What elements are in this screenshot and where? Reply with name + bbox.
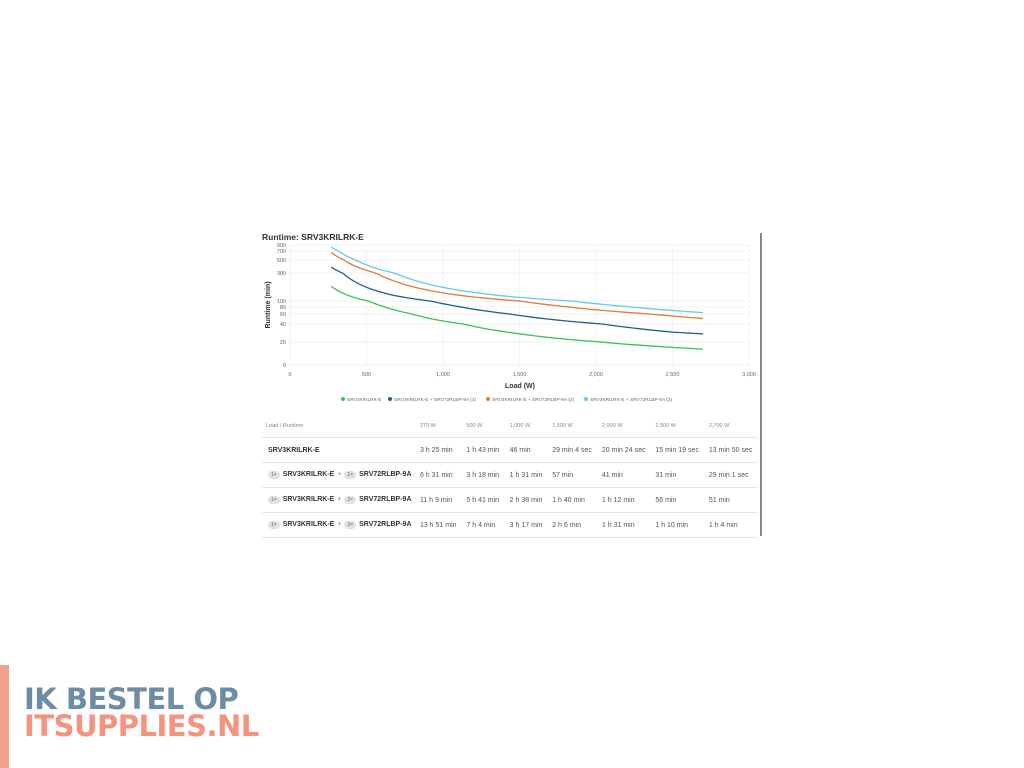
x-tick-label: 3,000: [742, 372, 756, 378]
logo-line-1: IK BESTEL OP: [24, 682, 239, 716]
logo-line-2: ITSUPPLIES.NL: [24, 709, 259, 743]
runtime-cell: 15 min 19 sec: [651, 437, 705, 463]
runtime-cell: 3 h 25 min: [415, 437, 463, 463]
x-tick-label: 1,500: [513, 372, 527, 378]
y-tick-label: 0: [283, 363, 286, 369]
runtime-cell: 5 h 41 min: [462, 487, 506, 513]
runtime-cell: 6 h 31 min: [415, 462, 463, 488]
panel-scrollbar[interactable]: [760, 233, 762, 536]
table-row: SRV3KRILRK-E 3 h 25 min 1 h 43 min 46 min 29…: [262, 437, 758, 463]
y-tick-label: 40: [280, 322, 286, 328]
runtime-cell: 41 min: [597, 462, 652, 488]
column-header: 1,500 W: [548, 415, 598, 438]
runtime-table: Load / Runtime 270 W 500 W 1,000 W 1,500 W 2,…: [262, 415, 758, 538]
runtime-cell: 1 h 43 min: [462, 437, 506, 463]
y-tick-label: 500: [277, 258, 286, 264]
x-tick-label: 2,000: [589, 372, 603, 378]
configuration-name: SRV3KRILRK-E: [262, 437, 416, 463]
legend-marker: [584, 397, 588, 401]
legend-entry: SRV3KRILRK-E + SRV72RLBP-9A (1): [394, 397, 476, 403]
battery-pack-model: SRV72RLBP-9A: [359, 471, 412, 478]
runtime-cell: 1 h 31 min: [597, 512, 652, 538]
legend-entry: SRV3KRILRK-E: [347, 397, 382, 403]
legend-marker: [486, 397, 490, 401]
plus-sign: +: [337, 496, 342, 503]
x-axis-label: Load (W): [505, 383, 535, 390]
column-header: 500 W: [462, 415, 506, 438]
configuration-name: 1× SRV3KRILRK-E +2× SRV72RLBP-9A: [262, 487, 416, 513]
y-tick-label: 80: [280, 305, 286, 311]
column-header: 2,700 W: [704, 415, 758, 438]
column-header: 2,500 W: [651, 415, 705, 438]
runtime-cell: 1 h 10 min: [651, 512, 705, 538]
runtime-cell: 1 h 12 min: [597, 487, 652, 513]
runtime-cell: 1 h 31 min: [505, 462, 549, 488]
runtime-cell: 29 min 1 sec: [704, 462, 758, 488]
ups-model: SRV3KRILRK-E: [282, 471, 335, 478]
runtime-cell: 31 min: [651, 462, 705, 488]
column-header: 2,000 W: [597, 415, 652, 438]
configuration-name: 1× SRV3KRILRK-E +3× SRV72RLBP-9A: [262, 512, 416, 538]
runtime-cell: 3 h 17 min: [505, 512, 549, 538]
quantity-badge: 3×: [344, 521, 357, 529]
column-header: 270 W: [415, 415, 463, 438]
column-header: Load / Runtime: [262, 415, 416, 438]
battery-pack-model: SRV72RLBP-9A: [359, 496, 412, 503]
quantity-badge: 1×: [268, 471, 280, 479]
x-tick-label: 0: [288, 372, 291, 378]
runtime-cell: 11 h 9 min: [415, 487, 463, 513]
y-axis-label: Runtime (min): [265, 281, 272, 328]
quantity-badge: 1×: [344, 471, 357, 479]
runtime-cell: 51 min: [704, 487, 758, 513]
configuration-name: 1× SRV3KRILRK-E +1× SRV72RLBP-9A: [262, 462, 416, 488]
runtime-cell: 57 min: [548, 462, 598, 488]
table-row: 1× SRV3KRILRK-E +1× SRV72RLBP-9A 6 h 31 min 3…: [262, 462, 758, 488]
y-tick-label: 20: [280, 340, 286, 346]
runtime-cell: 29 min 4 sec: [548, 437, 598, 463]
runtime-cell: 3 h 18 min: [462, 462, 506, 488]
x-tick-label: 2,500: [666, 372, 680, 378]
chart-title: Runtime: SRV3KRILRK-E: [262, 232, 364, 242]
quantity-badge: 1×: [268, 496, 280, 504]
table-row: 1× SRV3KRILRK-E +3× SRV72RLBP-9A 13 h 51 min…: [262, 512, 758, 538]
quantity-badge: 2×: [344, 496, 357, 504]
table-header-row: Load / Runtime 270 W 500 W 1,000 W 1,500 W 2,…: [262, 415, 758, 438]
legend-entry: SRV3KRILRK-E + SRV72RLBP-9A (2): [492, 397, 574, 403]
runtime-cell: 7 h 4 min: [462, 512, 506, 538]
column-header: 1,000 W: [505, 415, 549, 438]
runtime-cell: 20 min 24 sec: [597, 437, 652, 463]
y-tick-label: 900: [277, 243, 286, 249]
quantity-badge: 1×: [268, 521, 280, 529]
runtime-cell: 56 min: [651, 487, 705, 513]
series-line-2: [330, 266, 704, 335]
series-line-1: [330, 285, 704, 350]
plus-sign: +: [337, 471, 342, 478]
series-line-3: [330, 251, 704, 320]
x-tick-label: 500: [362, 372, 371, 378]
y-tick-label: 300: [277, 271, 286, 277]
plus-sign: +: [337, 521, 342, 528]
runtime-cell: 13 min 50 sec: [704, 437, 758, 463]
runtime-cell: 13 h 51 min: [415, 512, 463, 538]
y-tick-label: 60: [280, 312, 286, 318]
runtime-cell: 46 min: [505, 437, 549, 463]
ups-model: SRV3KRILRK-E: [282, 496, 335, 503]
logo-accent-bar: [0, 665, 9, 768]
runtime-cell: 2 h 6 min: [548, 512, 598, 538]
ups-model: SRV3KRILRK-E: [268, 446, 320, 454]
legend-marker: [341, 397, 345, 401]
y-tick-label: 700: [277, 249, 286, 255]
legend-marker: [388, 397, 392, 401]
runtime-cell: 1 h 4 min: [704, 512, 758, 538]
runtime-cell: 2 h 38 min: [505, 487, 549, 513]
runtime-cell: 1 h 40 min: [548, 487, 598, 513]
x-tick-label: 1,000: [436, 372, 450, 378]
series-line-4: [330, 246, 704, 314]
legend-entry: SRV3KRILRK-E + SRV72RLBP-9A (3): [590, 397, 672, 403]
ups-model: SRV3KRILRK-E: [282, 521, 335, 528]
battery-pack-model: SRV72RLBP-9A: [359, 521, 412, 528]
y-tick-label: 100: [277, 299, 286, 305]
table-row: 1× SRV3KRILRK-E +2× SRV72RLBP-9A 11 h 9 min 5…: [262, 487, 758, 513]
